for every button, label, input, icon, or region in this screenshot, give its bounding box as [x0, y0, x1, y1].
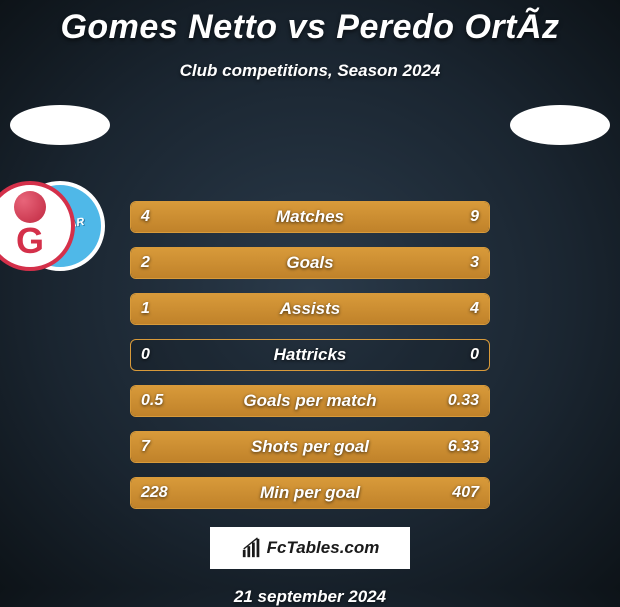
- stat-label: Assists: [131, 294, 489, 324]
- player-marker-right: [510, 105, 610, 145]
- page-title: Gomes Netto vs Peredo OrtÃ­z: [0, 8, 620, 47]
- stat-row: 76.33Shots per goal: [130, 431, 490, 463]
- comparison-panel: BOLIVAR G 49Matches23Goals14Assists00Hat…: [0, 111, 620, 509]
- stat-label: Goals: [131, 248, 489, 278]
- stat-label: Shots per goal: [131, 432, 489, 462]
- team-logo-right-letter: G: [16, 223, 44, 259]
- subtitle: Club competitions, Season 2024: [0, 61, 620, 81]
- brand-text: FcTables.com: [267, 538, 380, 558]
- stat-row: 0.50.33Goals per match: [130, 385, 490, 417]
- brand-box[interactable]: FcTables.com: [210, 527, 410, 569]
- stat-row: 228407Min per goal: [130, 477, 490, 509]
- stat-label: Hattricks: [131, 340, 489, 370]
- stat-row: 49Matches: [130, 201, 490, 233]
- date-label: 21 september 2024: [0, 587, 620, 607]
- stats-list: 49Matches 23Goals 14Assists 00Hattricks 0.50…: [130, 201, 490, 509]
- stat-row: 14Assists: [130, 293, 490, 325]
- stat-label: Matches: [131, 202, 489, 232]
- team-logo-right-ball-icon: [14, 191, 46, 223]
- stat-row: 00Hattricks: [130, 339, 490, 371]
- stat-label: Goals per match: [131, 386, 489, 416]
- player-marker-left: [10, 105, 110, 145]
- stat-label: Min per goal: [131, 478, 489, 508]
- stat-row: 23Goals: [130, 247, 490, 279]
- chart-icon: [241, 537, 263, 559]
